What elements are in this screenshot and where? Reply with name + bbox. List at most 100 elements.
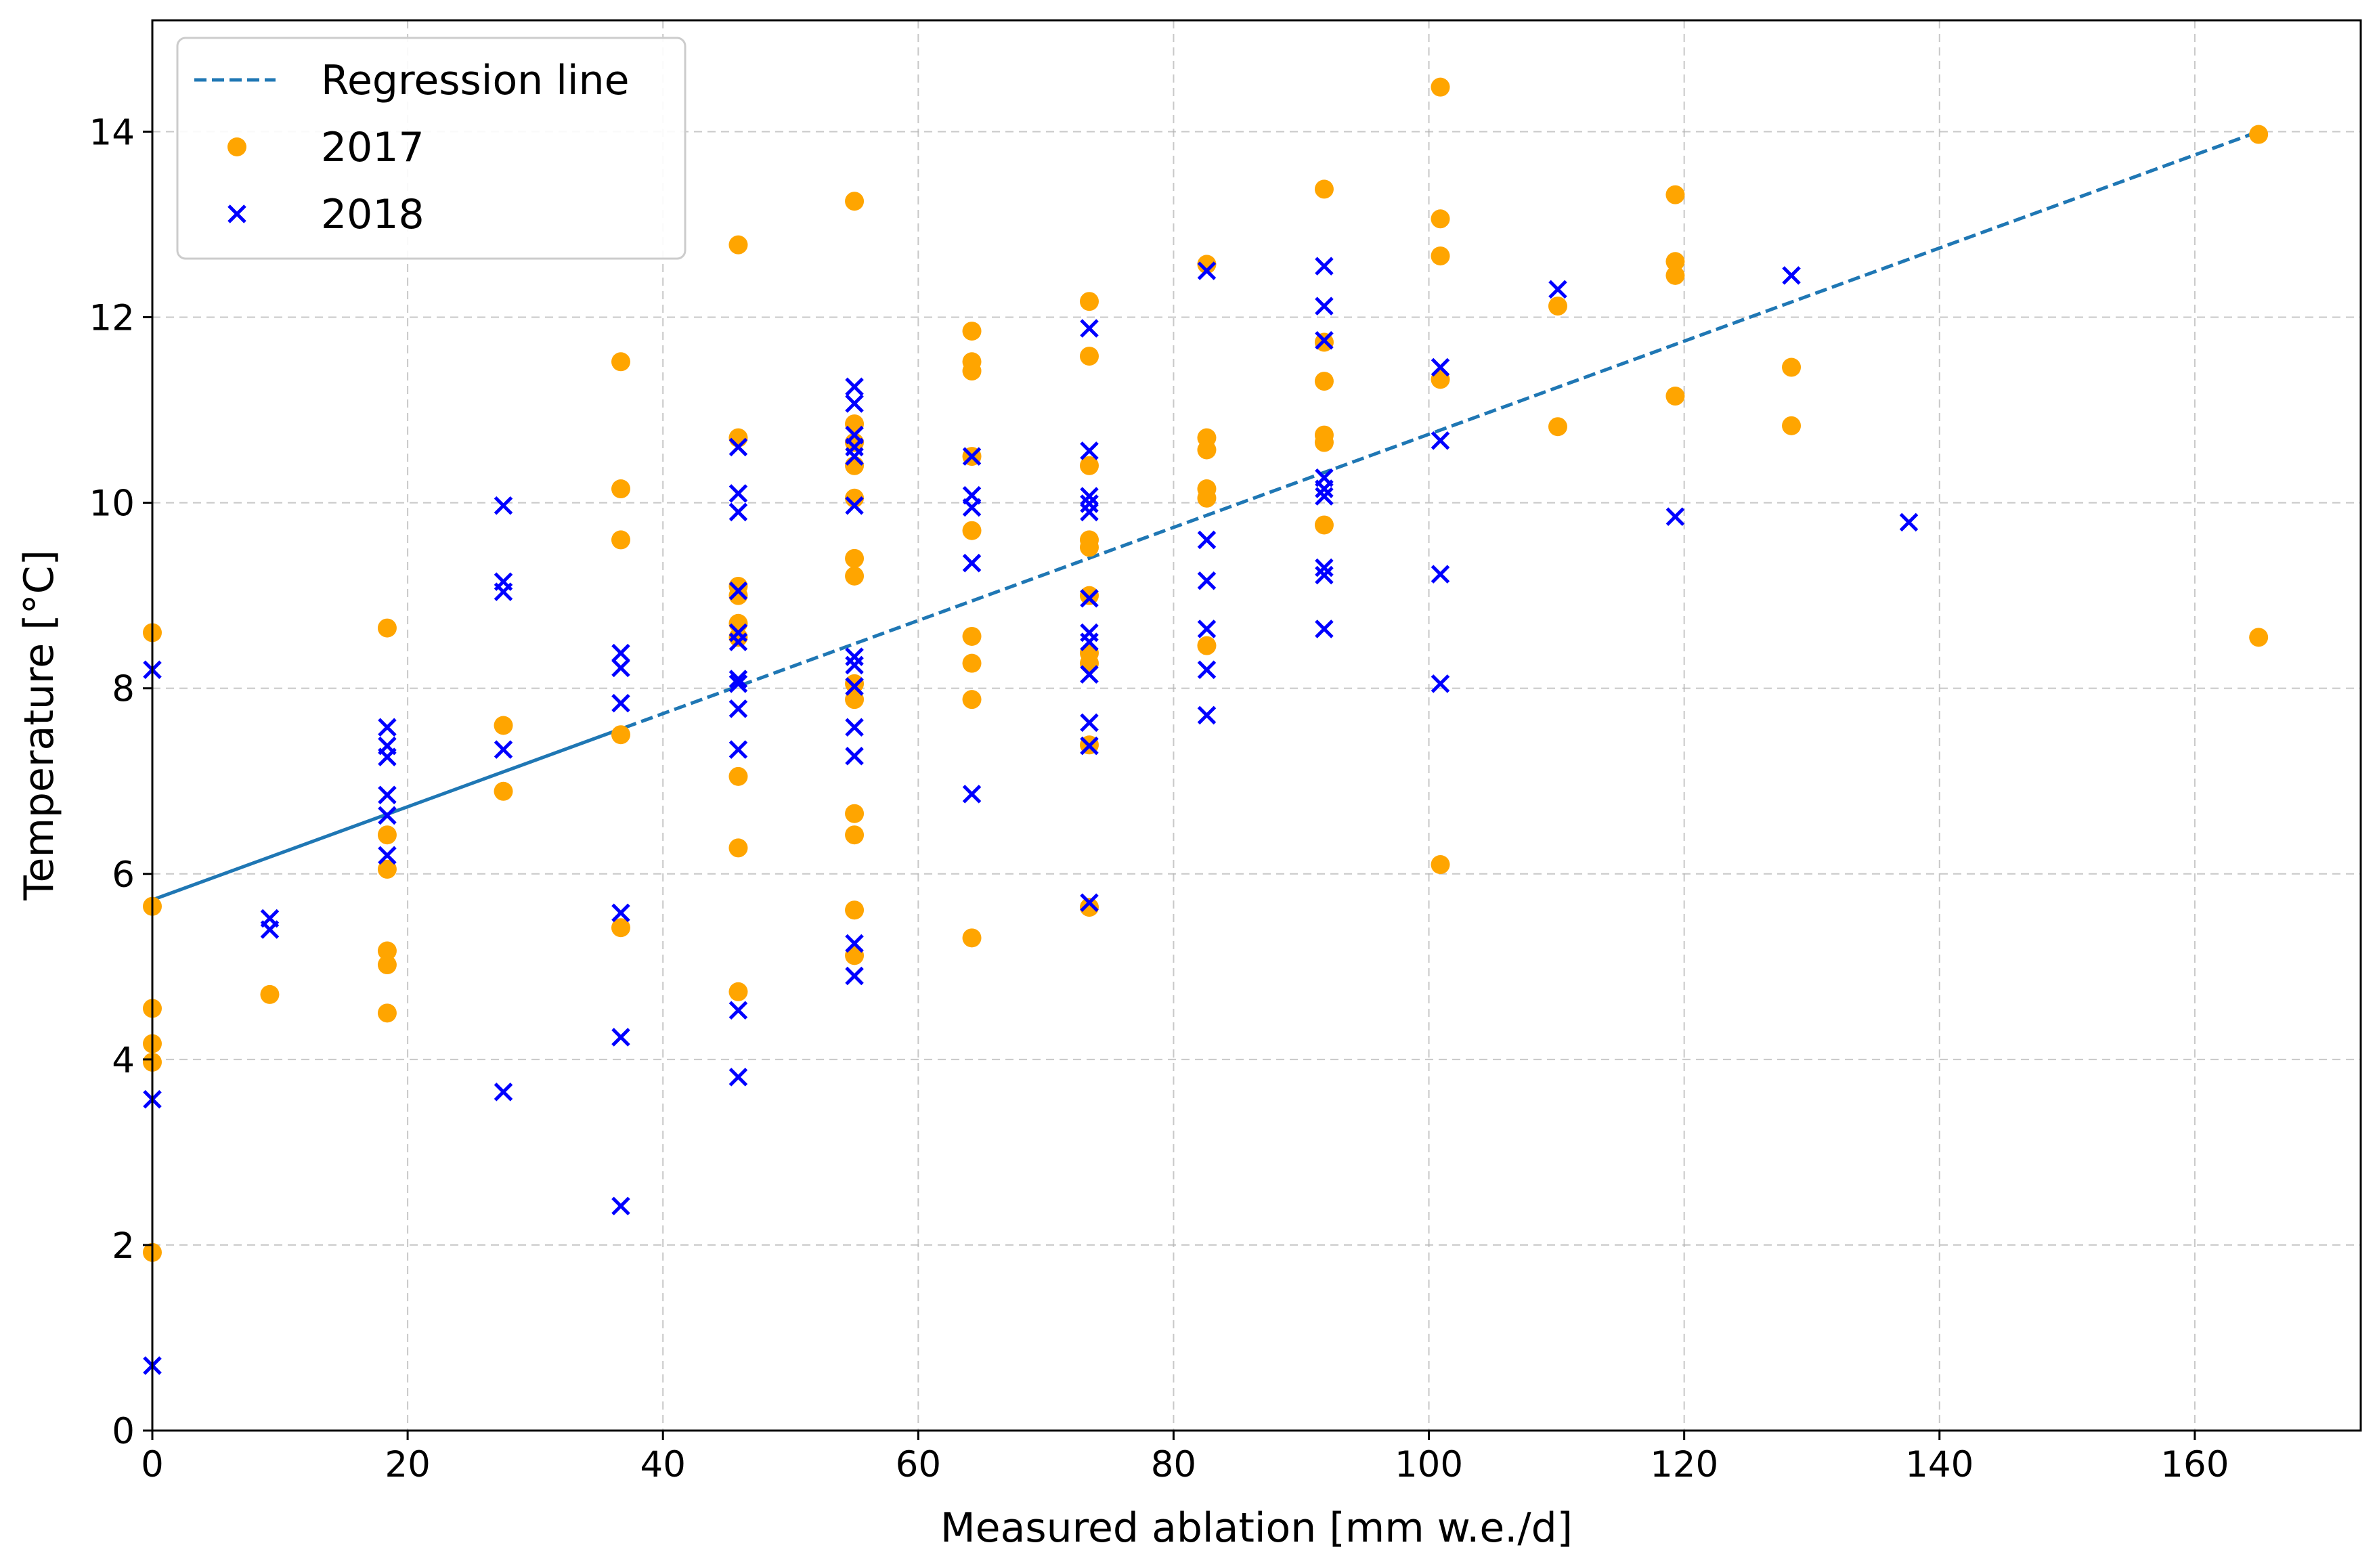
point-2018 bbox=[728, 670, 748, 689]
x-axis-ticks: 0 20 40 60 80 100 120 140 160 bbox=[141, 1431, 2229, 1485]
point-2017 bbox=[845, 900, 865, 920]
point-2017 bbox=[2249, 125, 2269, 144]
point-2018 bbox=[1080, 632, 1099, 651]
point-2018 bbox=[494, 740, 513, 759]
point-2017 bbox=[377, 618, 397, 638]
point-2018 bbox=[1080, 665, 1099, 684]
x-tick-label: 160 bbox=[2160, 1444, 2229, 1485]
point-2018 bbox=[378, 747, 397, 766]
point-2017 bbox=[1079, 586, 1099, 605]
point-2018 bbox=[845, 677, 864, 696]
point-2017 bbox=[845, 674, 865, 693]
point-2017 bbox=[611, 530, 630, 550]
point-2017 bbox=[1431, 855, 1450, 875]
point-2018 bbox=[1197, 619, 1217, 638]
point-2017 bbox=[1079, 456, 1099, 475]
point-2018 bbox=[962, 553, 982, 573]
point-2018 bbox=[1197, 660, 1217, 680]
legend-2017-swatch bbox=[227, 137, 246, 156]
point-2017 bbox=[494, 716, 513, 735]
point-2017 bbox=[962, 653, 982, 673]
y-axis-label: Temperature [°C] bbox=[16, 550, 63, 901]
legend: Regression line 2017 2018 bbox=[176, 37, 686, 260]
point-2018 bbox=[1080, 893, 1099, 913]
point-2018 bbox=[1080, 487, 1099, 506]
point-2017 bbox=[1314, 179, 1334, 199]
point-2017 bbox=[1431, 77, 1450, 97]
legend-label-regression: Regression line bbox=[321, 57, 630, 104]
point-2017 bbox=[728, 766, 748, 786]
point-2018 bbox=[728, 582, 748, 601]
x-tick-label: 20 bbox=[385, 1444, 430, 1485]
point-2017 bbox=[1548, 297, 1567, 316]
y-tick-label: 2 bbox=[112, 1225, 135, 1267]
point-2018 bbox=[728, 1068, 748, 1087]
point-2018 bbox=[1080, 588, 1099, 608]
point-2017 bbox=[1548, 417, 1567, 437]
point-2017 bbox=[962, 322, 982, 341]
point-2018 bbox=[1080, 319, 1099, 338]
point-2017 bbox=[845, 192, 865, 211]
point-2017 bbox=[1782, 416, 1802, 435]
point-2018 bbox=[611, 643, 630, 663]
point-2017 bbox=[728, 838, 748, 858]
point-2018 bbox=[1080, 713, 1099, 733]
data-points bbox=[143, 77, 2269, 1375]
point-2018 bbox=[845, 647, 864, 666]
point-2017 bbox=[1314, 372, 1334, 391]
x-axis-label: Measured ablation [mm w.e./d] bbox=[940, 1504, 1573, 1552]
point-2018 bbox=[728, 699, 748, 718]
point-2018 bbox=[260, 920, 280, 939]
point-2017 bbox=[728, 586, 748, 605]
point-2017 bbox=[494, 781, 513, 801]
point-2017 bbox=[1665, 252, 1685, 271]
point-2018 bbox=[845, 496, 864, 515]
y-tick-label: 4 bbox=[112, 1040, 135, 1081]
point-2018 bbox=[494, 582, 513, 601]
x-tick-label: 40 bbox=[640, 1444, 685, 1485]
point-2018 bbox=[611, 658, 630, 678]
point-2018 bbox=[1315, 331, 1334, 350]
point-2018 bbox=[611, 903, 630, 923]
point-2018 bbox=[1431, 565, 1450, 584]
point-2018 bbox=[728, 632, 748, 651]
point-2018 bbox=[962, 498, 982, 517]
x-tick-label: 60 bbox=[896, 1444, 941, 1485]
point-2017 bbox=[1665, 185, 1685, 204]
point-2018 bbox=[845, 746, 864, 766]
point-2017 bbox=[1079, 347, 1099, 366]
point-2017 bbox=[1314, 515, 1334, 535]
point-2018 bbox=[1197, 530, 1217, 550]
point-2018 bbox=[1080, 502, 1099, 522]
legend-label-2018: 2018 bbox=[321, 191, 424, 238]
point-2018 bbox=[845, 934, 864, 953]
point-2018 bbox=[962, 447, 982, 466]
point-2017 bbox=[845, 566, 865, 586]
point-2017 bbox=[1079, 292, 1099, 311]
y-axis-ticks: 0 2 4 6 8 10 12 14 bbox=[89, 112, 152, 1452]
point-2018 bbox=[1080, 736, 1099, 756]
point-2018 bbox=[728, 502, 748, 522]
point-2017 bbox=[1197, 440, 1217, 460]
point-2017 bbox=[377, 859, 397, 879]
point-2018 bbox=[1197, 261, 1217, 280]
point-2017 bbox=[1314, 433, 1334, 452]
legend-2018-swatch bbox=[227, 204, 246, 223]
y-tick-label: 12 bbox=[89, 298, 135, 339]
point-2017 bbox=[377, 1003, 397, 1023]
y-tick-label: 10 bbox=[89, 483, 135, 525]
point-2017 bbox=[1782, 357, 1802, 377]
point-2018 bbox=[845, 447, 864, 466]
point-2018 bbox=[1899, 513, 1919, 532]
point-2018 bbox=[494, 1083, 513, 1102]
point-2018 bbox=[1080, 441, 1099, 460]
point-2017 bbox=[1197, 488, 1217, 508]
point-2017 bbox=[728, 428, 748, 448]
point-2017 bbox=[962, 690, 982, 710]
point-2017 bbox=[845, 548, 865, 568]
x-tick-label: 100 bbox=[1395, 1444, 1463, 1485]
point-2017 bbox=[1665, 265, 1685, 285]
point-2017 bbox=[845, 456, 865, 475]
